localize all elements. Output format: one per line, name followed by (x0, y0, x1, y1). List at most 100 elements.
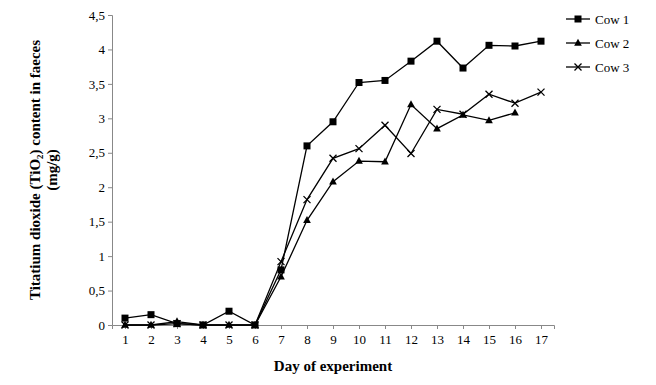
y-tick-label: 2,5 (89, 145, 105, 160)
point-marker (407, 100, 415, 107)
point (304, 142, 311, 149)
legend-symbol (575, 16, 582, 23)
y-tick: 4 (99, 42, 113, 57)
x-tick-mark (463, 325, 464, 329)
point (330, 118, 337, 125)
y-tick-label: 1,5 (89, 214, 105, 229)
x-tick-mark (281, 325, 282, 329)
series-line (125, 41, 541, 325)
point (538, 89, 545, 96)
legend-label: Cow 2 (595, 36, 629, 51)
y-tick-mark (108, 49, 112, 50)
point (485, 116, 493, 123)
y-tick-label: 3 (99, 111, 106, 126)
x-tick-label: 15 (483, 332, 496, 347)
point (408, 58, 415, 65)
x-tick: 10 (353, 325, 366, 347)
series-line (125, 92, 541, 325)
point (460, 111, 467, 118)
y-tick-mark (108, 84, 112, 85)
x-tick: 12 (405, 325, 418, 347)
x-tick-label: 16 (509, 332, 523, 347)
point-marker (225, 321, 233, 328)
x-tick-mark (437, 325, 438, 329)
y-tick-label: 3,5 (89, 77, 105, 92)
y-tick-mark (108, 153, 112, 154)
point-marker (460, 65, 467, 72)
y-axis-title-line: (mg/g) (44, 149, 61, 191)
point (538, 38, 545, 45)
point-marker (486, 42, 493, 49)
series-group (121, 38, 544, 329)
y-axis-line (108, 16, 113, 326)
x-tick-label: 10 (353, 332, 366, 347)
point (434, 38, 441, 45)
legend-item: Cow 1 (566, 12, 629, 27)
legend-marker (575, 64, 582, 71)
point-marker (356, 145, 363, 152)
x-tick-mark (333, 325, 334, 329)
point-marker (303, 216, 311, 223)
x-tick-label: 2 (148, 332, 155, 347)
y-axis: 00,511,522,533,544,5 (89, 8, 113, 333)
point (148, 322, 155, 329)
x-tick-label: 5 (226, 332, 233, 347)
point (148, 311, 155, 318)
point (408, 150, 415, 157)
x-tick-label: 9 (330, 332, 337, 347)
x-tick-label: 4 (200, 332, 207, 347)
series (122, 89, 545, 329)
y-tick-label: 0,5 (89, 283, 105, 298)
point (277, 273, 285, 280)
legend-symbol (575, 64, 582, 71)
legend-item: Cow 2 (566, 36, 629, 51)
x-tick: 16 (509, 325, 523, 347)
point (486, 42, 493, 49)
x-tick: 17 (535, 325, 549, 347)
y-tick-label: 2 (99, 180, 106, 195)
point (382, 122, 389, 129)
point-marker (485, 116, 493, 123)
point (226, 308, 233, 315)
point (303, 216, 311, 223)
point (252, 322, 259, 329)
series (121, 100, 519, 327)
point (407, 100, 415, 107)
y-tick: 4,5 (89, 8, 112, 23)
y-axis-title: Titatium dioxide (TiO₂) content in faece… (27, 40, 61, 300)
point-marker (381, 158, 389, 165)
y-tick-label: 1 (99, 249, 106, 264)
chart: 123456789101112131415161700,511,522,533,… (0, 0, 656, 385)
point (355, 157, 363, 164)
point (512, 100, 519, 107)
point (512, 43, 519, 50)
point-marker (148, 322, 155, 329)
point-marker (121, 321, 129, 328)
y-axis-title-line: Titatium dioxide (TiO₂) content in faece… (27, 40, 44, 300)
legend-marker (574, 39, 582, 46)
point-marker (330, 155, 337, 162)
point-marker (486, 91, 493, 98)
legend-item: Cow 3 (566, 60, 629, 75)
y-tick-mark (108, 222, 112, 223)
y-tick: 1 (99, 249, 113, 264)
point (121, 321, 129, 328)
legend-label: Cow 1 (595, 12, 629, 27)
point-marker (382, 122, 389, 129)
point-marker (434, 38, 441, 45)
point (356, 145, 363, 152)
x-tick: 13 (431, 325, 444, 347)
point-marker (304, 142, 311, 149)
point-marker (226, 308, 233, 315)
x-tick-label: 13 (431, 332, 444, 347)
series (122, 38, 545, 329)
x-tick: 14 (457, 325, 471, 347)
x-tick-label: 11 (379, 332, 392, 347)
point-marker (408, 58, 415, 65)
y-tick: 0,5 (89, 283, 112, 298)
point (122, 315, 129, 322)
point-marker (460, 111, 467, 118)
x-tick-label: 14 (457, 332, 471, 347)
y-tick-mark (108, 325, 112, 326)
legend-marker (575, 16, 582, 23)
